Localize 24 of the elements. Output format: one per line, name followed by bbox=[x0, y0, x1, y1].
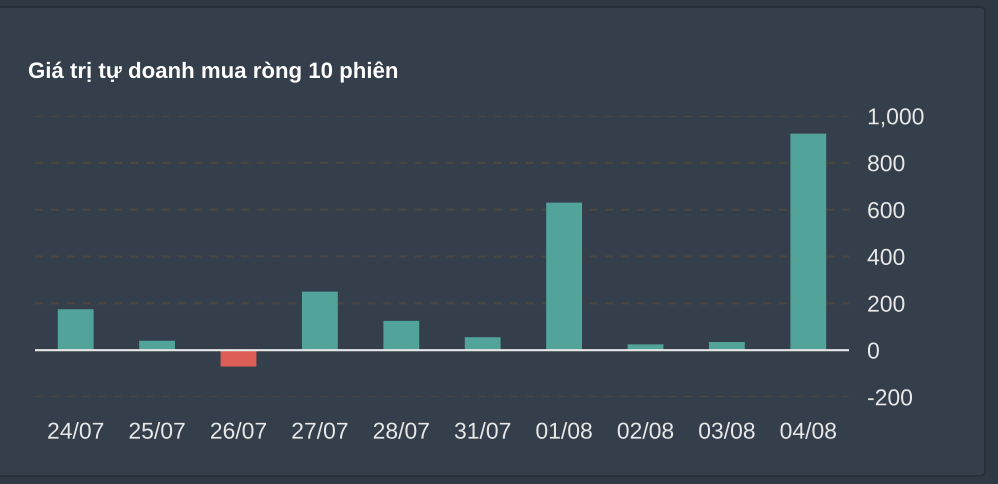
y-tick-label: 800 bbox=[868, 155, 904, 172]
x-tick-label: 04/08 bbox=[780, 422, 836, 439]
chart-title: Giá trị tự doanh mua ròng 10 phiên bbox=[28, 61, 398, 83]
x-tick-label: 02/08 bbox=[618, 422, 674, 439]
x-tick-label: 03/08 bbox=[699, 422, 755, 439]
x-tick-label: 25/07 bbox=[130, 422, 185, 439]
x-tick-label: 24/07 bbox=[48, 422, 104, 439]
y-tick-label: 0 bbox=[868, 342, 879, 359]
y-tick-label: 600 bbox=[868, 202, 904, 218]
bar bbox=[383, 320, 420, 350]
x-tick-label: 28/07 bbox=[374, 422, 429, 439]
x-tick-label: 31/07 bbox=[454, 422, 510, 439]
y-tick-label: 200 bbox=[868, 296, 904, 312]
y-tick-label: -200 bbox=[868, 389, 912, 406]
bar bbox=[58, 309, 94, 350]
x-tick-label: 26/07 bbox=[210, 422, 266, 439]
bar bbox=[546, 202, 582, 350]
x-tick-label: 01/08 bbox=[536, 422, 592, 439]
bar bbox=[220, 350, 256, 367]
bar bbox=[790, 134, 826, 350]
x-tick-label: 27/07 bbox=[292, 422, 348, 439]
y-tick-label: 400 bbox=[868, 248, 904, 266]
y-tick-label: 1,000 bbox=[868, 108, 924, 128]
bar bbox=[302, 292, 338, 350]
